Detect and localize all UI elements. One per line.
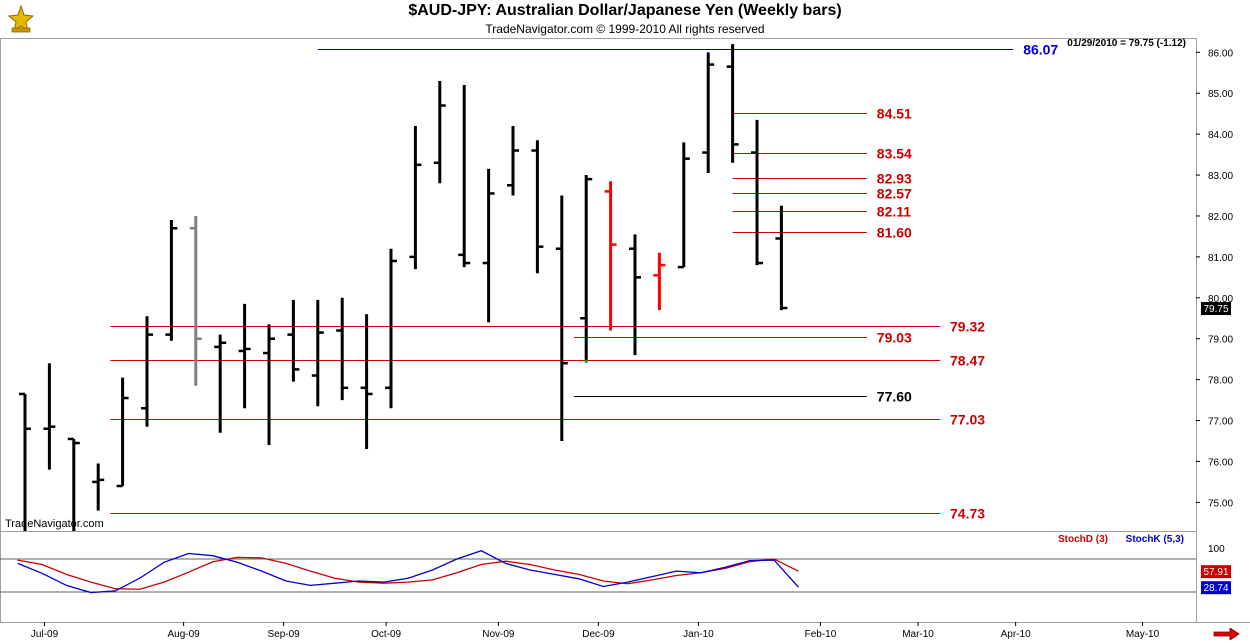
y-tick-label: 76.00 — [1208, 457, 1233, 468]
level-label: 82.11 — [877, 204, 911, 220]
copyright-subtitle: TradeNavigator.com © 1999-2010 All right… — [485, 22, 765, 36]
last-price-label: 79.75 — [1203, 304, 1228, 315]
level-label: 82.57 — [877, 186, 912, 202]
level-label: 77.03 — [950, 412, 985, 428]
x-tick-label: Oct-09 — [371, 629, 401, 640]
x-tick-label: Feb-10 — [805, 629, 837, 640]
x-tick-label: Aug-09 — [167, 629, 200, 640]
level-label: 84.51 — [877, 106, 912, 122]
x-tick-label: Jul-09 — [31, 629, 59, 640]
y-tick-label: 82.00 — [1208, 212, 1233, 223]
level-label: 78.47 — [950, 353, 985, 369]
x-tick-label: Mar-10 — [902, 629, 934, 640]
level-label: 74.73 — [950, 506, 985, 522]
stoch-value-box — [1201, 581, 1231, 595]
x-tick-label: Sep-09 — [268, 629, 301, 640]
y-tick-label: 77.00 — [1208, 417, 1233, 428]
level-label: 79.03 — [877, 330, 912, 346]
level-label: 77.60 — [877, 389, 912, 405]
x-tick-label: Jan-10 — [683, 629, 714, 640]
stoch-value-box — [1201, 565, 1231, 579]
x-tick-label: Apr-10 — [1001, 629, 1031, 640]
y-tick-label: 84.00 — [1208, 130, 1233, 141]
stoch-series-line — [17, 556, 799, 590]
signal-marker — [584, 359, 588, 363]
y-tick-label: 78.00 — [1208, 376, 1233, 387]
y-tick-label: 81.00 — [1208, 253, 1233, 264]
stoch-y-tick-label: 100 — [1208, 544, 1225, 555]
level-label: 86.07 — [1023, 42, 1058, 58]
x-tick-label: Dec-09 — [582, 629, 615, 640]
watermark-text: TradeNavigator.com — [5, 518, 104, 530]
price-panel-frame — [0, 38, 1197, 532]
last-quote-label: 01/29/2010 = 79.75 (-1.12) — [1067, 38, 1186, 49]
stoch-panel-frame — [0, 531, 1197, 623]
y-tick-label: 86.00 — [1208, 48, 1233, 59]
stoch-value-label: 57.91 — [1203, 567, 1228, 578]
right-arrow-icon[interactable] — [1212, 628, 1240, 640]
level-label: 81.60 — [877, 225, 912, 241]
y-tick-label: 83.00 — [1208, 171, 1233, 182]
x-tick-label: May-10 — [1126, 629, 1160, 640]
y-tick-label: 79.00 — [1208, 335, 1233, 346]
stoch-series-line — [17, 550, 799, 594]
chart-title: $AUD-JPY: Australian Dollar/Japanese Yen… — [408, 2, 842, 19]
level-label: 79.32 — [950, 319, 985, 335]
level-label: 83.54 — [877, 146, 912, 162]
legend-stochd: StochD (3) — [1058, 534, 1108, 545]
level-label: 82.93 — [877, 171, 912, 187]
legend-stochk: StochK (5,3) — [1126, 534, 1184, 545]
last-price-box — [1201, 302, 1231, 316]
x-tick-label: Nov-09 — [482, 629, 515, 640]
y-tick-label: 80.00 — [1208, 294, 1233, 305]
y-tick-label: 85.00 — [1208, 89, 1233, 100]
gold-trophy-icon — [7, 4, 35, 33]
y-tick-label: 75.00 — [1208, 498, 1233, 509]
stoch-value-label: 28.74 — [1203, 583, 1228, 594]
